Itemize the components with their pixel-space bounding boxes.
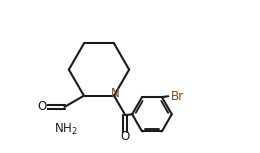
Text: Br: Br (171, 90, 185, 103)
Text: O: O (37, 100, 46, 113)
Text: O: O (121, 130, 130, 143)
Text: N: N (111, 88, 120, 101)
Text: NH$_2$: NH$_2$ (54, 122, 78, 137)
